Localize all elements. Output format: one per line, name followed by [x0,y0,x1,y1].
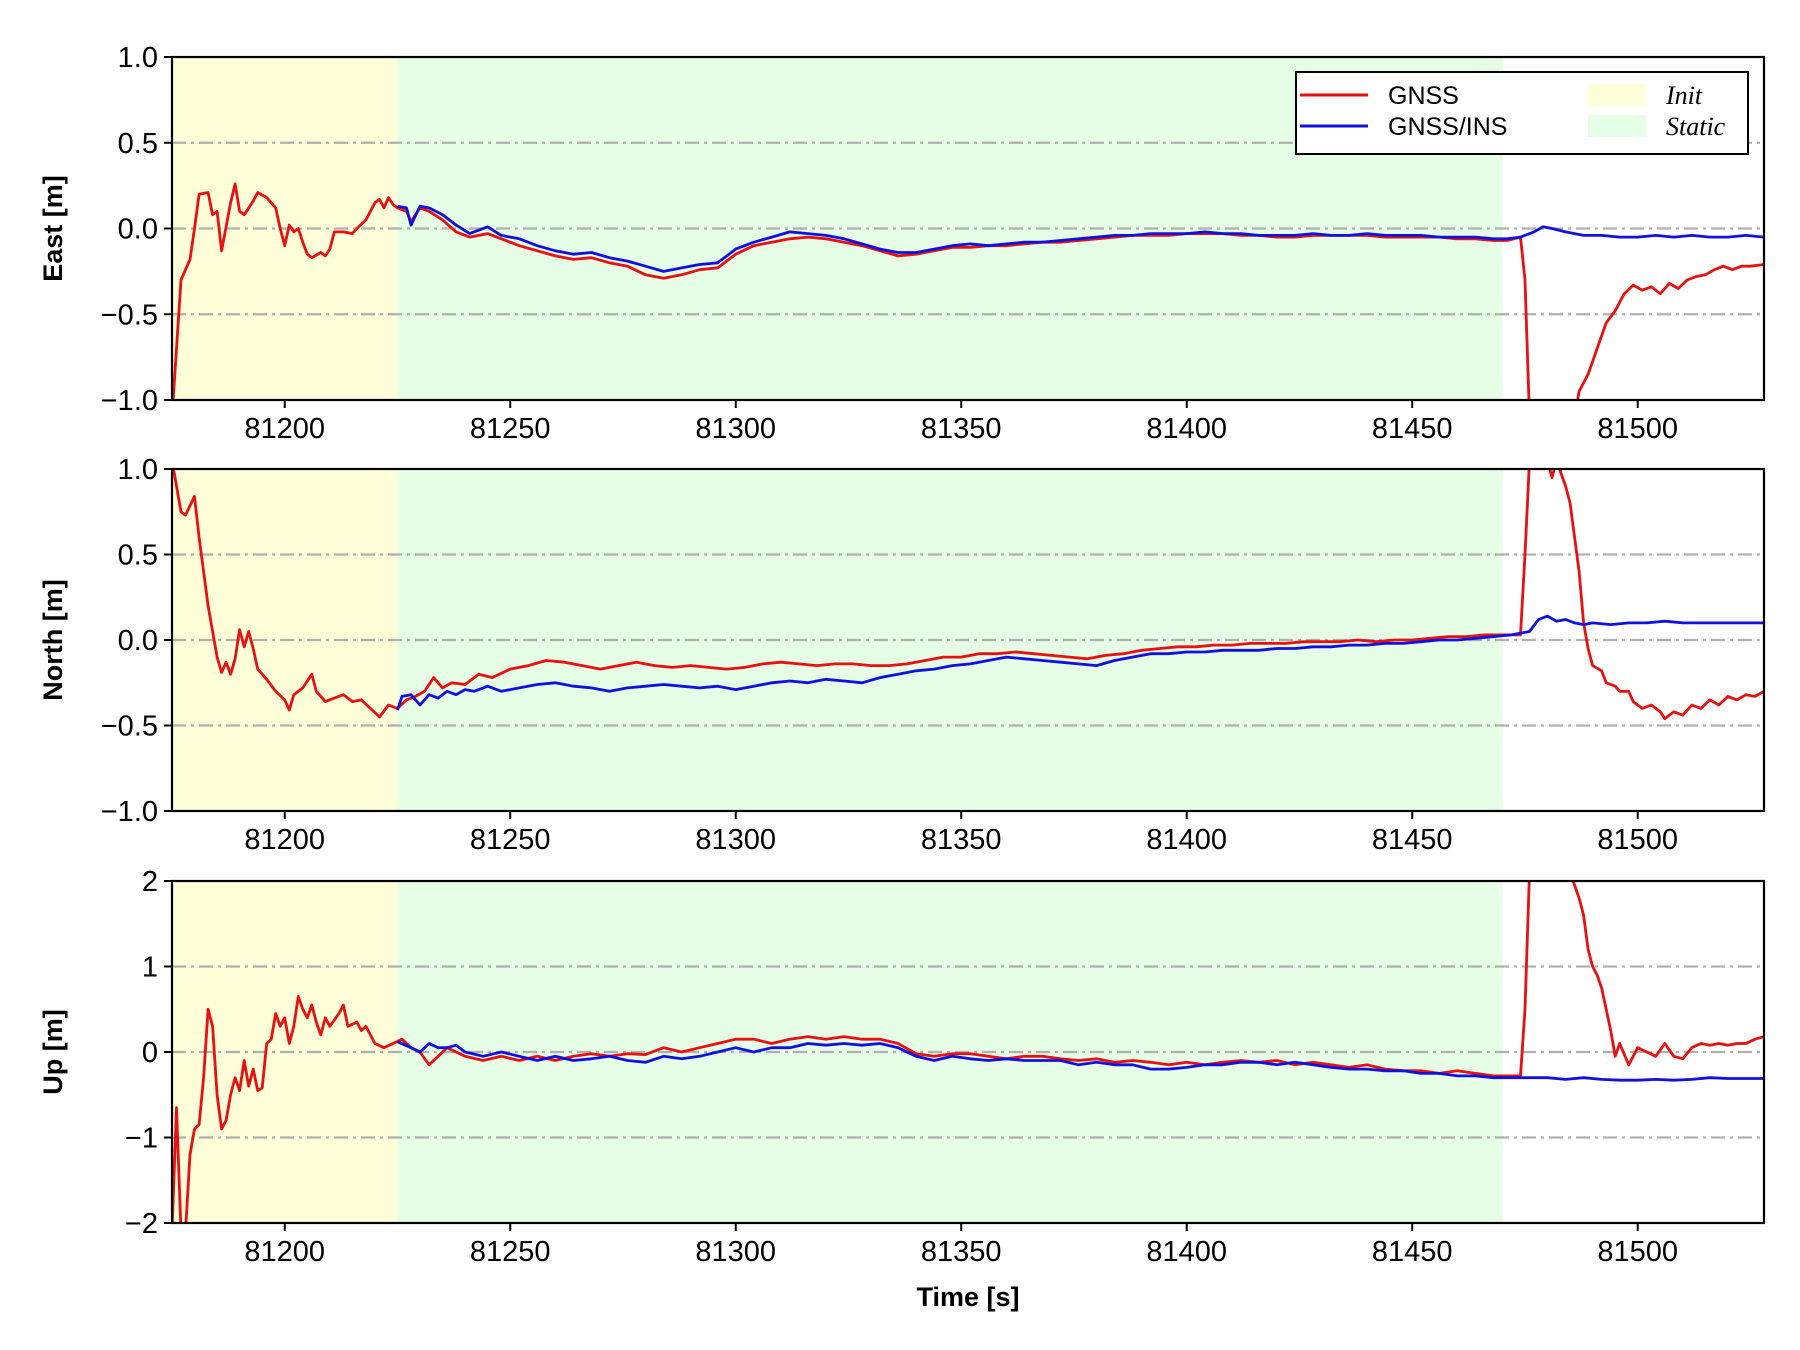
legend-label-static: Static [1666,112,1726,141]
y-tick-label: 1 [142,952,158,984]
y-tick-label: 1.0 [118,42,158,74]
series-line-gnss-ins [396,614,1764,711]
y-axis-title: East [m] [38,175,68,282]
x-tick-label: 81450 [1372,413,1453,445]
series-group [172,182,1764,400]
y-tick-label: 0 [142,1037,158,1069]
x-tick-label: 81200 [244,413,325,445]
legend-label-gnss: GNSS [1388,82,1459,110]
y-tick-label: 0.5 [118,128,158,160]
y-tick-label: −0.5 [101,711,158,743]
y-tick-label: 0.0 [118,625,158,657]
x-tick-label: 81250 [470,413,551,445]
series-line-gnss [172,182,1764,400]
legend-label-gnss-ins: GNSS/INS [1388,113,1507,141]
series-line-gnss-ins [397,204,1764,273]
x-axis-title: Time [s] [916,1282,1019,1312]
x-tick-label: 81200 [244,1236,325,1268]
x-tick-label: 81350 [921,824,1002,856]
series-line-gnss [172,881,1764,1223]
panel-up: −2 −1 0 1 2 81200 81250 81300 81350 81400 81450 815… [38,866,1766,1268]
y-tick-label: 1.0 [118,454,158,486]
legend-swatch-static [1588,115,1646,137]
y-tick-label: 0.5 [118,540,158,572]
series-group [172,881,1764,1223]
x-tick-label: 81250 [470,824,551,856]
y-tick-label: −2 [125,1208,158,1240]
x-tick-label: 81450 [1372,1236,1453,1268]
x-tick-label: 81300 [695,1236,776,1268]
x-tick-label: 81200 [244,824,325,856]
x-tick-label: 81350 [921,1236,1002,1268]
x-tick-label: 81400 [1146,824,1227,856]
x-tick-label: 81250 [470,1236,551,1268]
series-line-gnss-ins [396,1040,1764,1082]
y-tick-label: −0.5 [101,299,158,331]
y-tick-label: 2 [142,866,158,898]
x-tick-label: 81450 [1372,824,1453,856]
legend-label-init: Init [1665,81,1703,110]
y-tick-label: −1.0 [101,385,158,417]
x-tick-label: 81400 [1146,1236,1227,1268]
x-tick-label: 81500 [1597,824,1678,856]
x-tick-label: 81350 [921,413,1002,445]
panel-north: −1.0 −0.5 0.0 0.5 1.0 81200 81250 81300 81350 814… [38,454,1766,856]
legend-box [1295,71,1749,155]
series-line-gnss [172,469,1764,721]
legend-swatch-init [1588,84,1646,106]
y-axis-title: North [m] [38,579,68,700]
x-tick-label: 81500 [1597,413,1678,445]
x-tick-label: 81400 [1146,413,1227,445]
y-axis-title: Up [m] [38,1009,68,1094]
x-tick-label: 81500 [1597,1236,1678,1268]
y-tick-label: 0.0 [118,214,158,246]
x-tick-label: 81300 [695,824,776,856]
y-tick-label: −1.0 [101,796,158,828]
series-group [172,469,1764,721]
y-tick-label: −1 [125,1123,158,1155]
x-tick-label: 81300 [695,413,776,445]
